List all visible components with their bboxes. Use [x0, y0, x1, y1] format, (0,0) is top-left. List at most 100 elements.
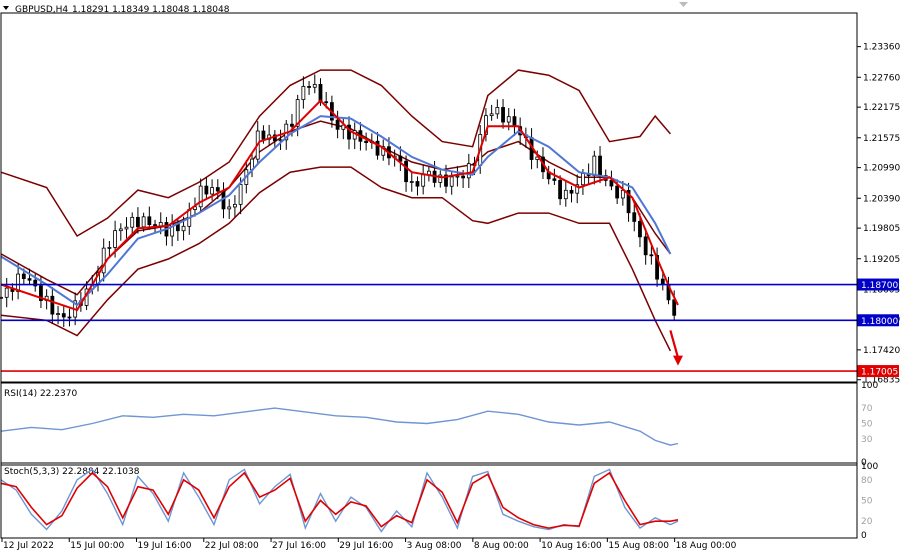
candle-body: [649, 254, 654, 257]
forecast-arrow-shaft: [669, 330, 680, 358]
time-axis: 12 Jul 2022 15 Jul 00:00 19 Jul 16:00 22 Ju…: [1, 538, 737, 551]
y-tick-label: 1.21575: [863, 134, 900, 144]
candle-body: [4, 287, 9, 298]
candle-body: [575, 184, 580, 194]
candle-body: [495, 107, 500, 115]
price-level-label: 1.17005: [861, 368, 898, 378]
candle-body: [301, 86, 306, 100]
candle-body: [181, 225, 186, 232]
candle-body: [124, 226, 129, 230]
candle-body: [381, 146, 386, 156]
candle-body: [290, 123, 294, 127]
candle-body: [324, 101, 329, 104]
candle-body: [506, 116, 511, 123]
candle-body: [552, 178, 557, 181]
candle-body: [130, 216, 135, 228]
x-tick-label: 8 Aug 00:00: [474, 541, 529, 551]
ohlc-readout: 1.18291 1.18349 1.18048 1.18048: [72, 5, 230, 15]
candle-body: [461, 175, 466, 179]
bollinger-upper-band: [0, 69, 671, 238]
candle-body: [444, 174, 448, 187]
candle-body: [364, 140, 369, 143]
x-tick-label: 12 Jul 2022: [3, 541, 54, 551]
y-tick-label: 1.20390: [863, 194, 900, 204]
x-tick-label: 3 Aug 08:00: [407, 541, 462, 551]
candle-body: [210, 187, 214, 195]
candle-body: [153, 224, 157, 227]
candle-body: [449, 176, 454, 187]
chart-menu-arrow-icon[interactable]: [3, 6, 9, 10]
candle-body: [113, 230, 118, 248]
candle-body: [27, 278, 32, 281]
candle-body: [563, 189, 568, 200]
y-tick-label: 1.23360: [863, 43, 900, 53]
candle-body: [620, 189, 625, 199]
price-level-tag: [857, 314, 899, 327]
stoch-tick-label: 50: [861, 497, 873, 507]
candle-body: [141, 216, 146, 228]
candle-body: [655, 255, 659, 280]
candle-body: [170, 223, 175, 237]
stoch-tick-label: 80: [861, 476, 873, 486]
fast-moving-average: [0, 99, 679, 312]
y-tick-label: 1.22760: [863, 73, 900, 83]
price-level-tag: [857, 278, 899, 291]
candle-body: [615, 185, 620, 199]
x-tick-label: 29 Jul 16:00: [339, 541, 393, 551]
candle-body: [107, 247, 112, 249]
candle-body: [261, 130, 266, 140]
candle-body: [609, 180, 614, 187]
candle-body: [626, 189, 631, 214]
candle-body: [198, 185, 203, 208]
candle-body: [341, 124, 346, 130]
candle-body: [238, 184, 243, 205]
candle-body: [227, 206, 232, 210]
panel-frame: [0, 381, 858, 466]
rsi-tick-label: 70: [861, 404, 873, 414]
candle-body: [147, 216, 152, 225]
rsi-tick-label: 50: [861, 420, 873, 430]
candle-body: [50, 295, 55, 315]
candle-body: [158, 222, 163, 227]
candle-body: [398, 155, 403, 162]
candle-body: [335, 119, 340, 130]
x-tick-label: 19 Jul 16:00: [138, 541, 192, 551]
candle-body: [33, 279, 38, 287]
rsi-title: RSI(14) 22.2370: [4, 389, 77, 399]
x-tick-label: 15 Jul 00:00: [70, 541, 124, 551]
candle-body: [39, 285, 43, 301]
candle-body: [67, 316, 72, 319]
candle-body: [295, 99, 300, 127]
y-tick-label: 1.20990: [863, 164, 900, 174]
candle-body: [56, 313, 60, 316]
candle-body: [598, 155, 602, 176]
stoch-signal-line: [0, 471, 679, 529]
slow-moving-average: [0, 115, 672, 307]
candle-body: [61, 313, 66, 318]
rsi-panel: RSI(14) 22.2370 100 70 50 30 0: [0, 381, 878, 468]
panel-frame: [0, 462, 858, 539]
stoch-tick-label: 100: [861, 462, 878, 472]
candle-body: [21, 273, 26, 280]
candle-body: [409, 181, 414, 183]
candle-body: [632, 212, 637, 222]
y-tick-label: 1.16835: [863, 376, 900, 386]
stoch-tick-label: 0: [861, 531, 867, 541]
candle-body: [136, 216, 140, 228]
rsi-tick-label: 100: [861, 381, 878, 391]
candle-body: [501, 107, 505, 123]
candle-body: [312, 83, 317, 88]
candle-body: [558, 180, 562, 200]
main-price-panel: 1.23360 1.22760 1.22175 1.21575 1.20990 1.203…: [0, 43, 900, 386]
y-tick-label: 1.22175: [863, 103, 900, 113]
y-tick-label: 1.19205: [863, 255, 900, 265]
scroll-marker-icon: [679, 2, 688, 7]
candle-body: [672, 299, 677, 316]
rsi-line: [0, 407, 679, 446]
x-tick-label: 15 Aug 08:00: [608, 541, 669, 551]
candle-body: [375, 140, 380, 156]
candle-body: [307, 86, 311, 88]
candle-body: [118, 228, 123, 232]
x-tick-label: 27 Jul 16:00: [272, 541, 326, 551]
